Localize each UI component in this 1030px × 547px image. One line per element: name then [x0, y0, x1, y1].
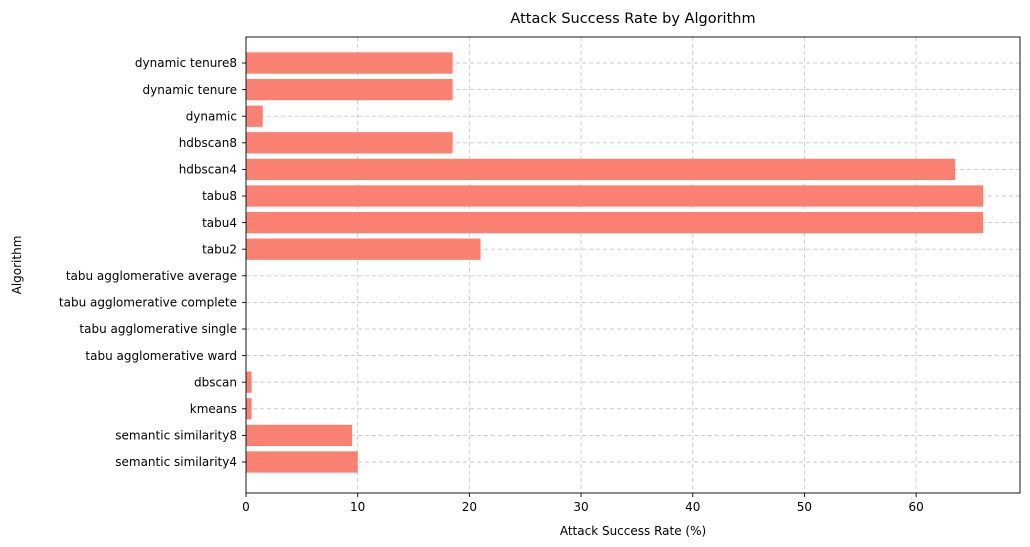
y-tick-label: tabu agglomerative complete	[59, 296, 237, 310]
y-tick-label: tabu agglomerative ward	[85, 349, 237, 363]
y-tick-label: semantic similarity8	[115, 429, 237, 443]
bar-dynamic-tenure	[246, 78, 453, 101]
x-tick-label: 60	[908, 500, 923, 514]
bars	[246, 52, 984, 473]
bar-dynamic-tenure8	[246, 52, 453, 74]
y-tick-label: tabu agglomerative average	[66, 269, 237, 283]
y-tick-label: tabu4	[202, 216, 237, 230]
bar-dbscan	[246, 371, 252, 393]
x-tick-label: 10	[350, 500, 365, 514]
y-tick-label: dynamic	[186, 109, 237, 123]
bar-semantic-similarity4	[246, 451, 358, 473]
y-tick-label: tabu8	[202, 189, 237, 203]
chart-title: Attack Success Rate by Algorithm	[510, 11, 755, 27]
y-tick-label: hdbscan4	[179, 163, 237, 177]
axes: 0 10 20 30 40 50 60 semantic similarity4 semanti…	[59, 36, 1021, 514]
bar-tabu8	[246, 185, 984, 207]
x-tick-label: 0	[242, 500, 250, 514]
y-tick-label: dbscan	[194, 375, 237, 389]
bar-tabu4	[246, 211, 984, 234]
grid-lines	[245, 37, 1020, 493]
x-tick-label: 50	[797, 500, 812, 514]
y-tick-label: kmeans	[190, 402, 237, 416]
bar-hdbscan4	[246, 158, 956, 181]
x-tick-label: 40	[685, 500, 700, 514]
x-tick-label: 30	[573, 500, 588, 514]
y-tick-label: tabu agglomerative single	[79, 322, 237, 336]
x-axis-title: Attack Success Rate (%)	[560, 524, 706, 538]
x-tick-label: 20	[462, 500, 477, 514]
y-axis-title: Algorithm	[10, 236, 24, 295]
y-tick-label: dynamic tenure8	[135, 56, 237, 70]
bar-dynamic	[246, 105, 263, 127]
y-tick-label: semantic similarity4	[115, 455, 237, 469]
bar-hdbscan8	[246, 132, 453, 154]
bar-semantic-similarity8	[246, 424, 353, 447]
bar-tabu2	[246, 238, 481, 260]
plot-frame	[245, 36, 1021, 494]
bar-kmeans	[246, 398, 252, 420]
y-tick-label: hdbscan8	[179, 136, 237, 150]
y-tick-label: dynamic tenure	[143, 83, 237, 97]
y-tick-label: tabu2	[202, 242, 237, 256]
